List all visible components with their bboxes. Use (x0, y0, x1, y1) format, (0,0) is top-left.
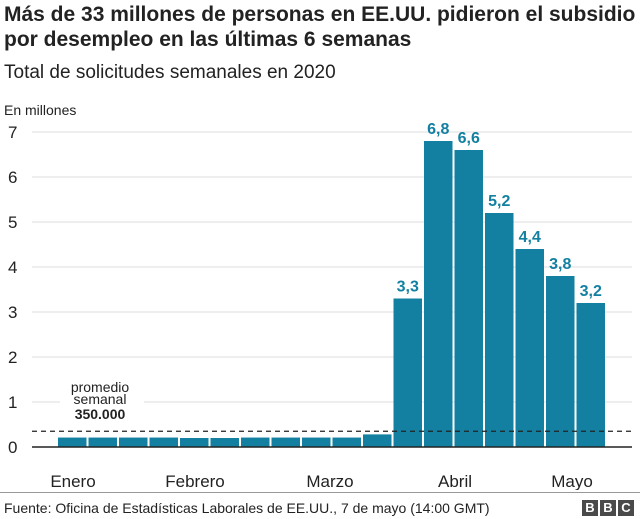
y-tick-label: 4 (8, 258, 17, 277)
reference-value: 350.000 (75, 406, 126, 422)
x-month-label: Marzo (306, 472, 353, 490)
bar (576, 303, 605, 447)
x-month-label: Febrero (165, 472, 225, 490)
bar (515, 249, 544, 447)
data-label: 3,2 (580, 283, 602, 300)
bar (210, 438, 239, 447)
y-tick-label: 1 (8, 393, 17, 412)
bar (393, 298, 422, 447)
y-tick-label: 0 (8, 438, 17, 457)
bar (180, 438, 209, 447)
x-month-label: Mayo (551, 472, 593, 490)
y-tick-label: 7 (8, 123, 17, 142)
chart-subtitle: Total de solicitudes semanales en 2020 (4, 62, 336, 83)
footer-divider (0, 492, 640, 493)
y-tick-label: 6 (8, 168, 17, 187)
chart-title: Más de 33 millones de personas en EE.UU.… (4, 3, 636, 51)
reference-label: promedio (71, 379, 130, 395)
bar (363, 434, 392, 447)
bar (241, 437, 270, 447)
bar (119, 437, 148, 447)
data-label: 5,2 (488, 193, 510, 210)
y-tick-label: 3 (8, 303, 17, 322)
bar (58, 437, 87, 447)
y-tick-label: 5 (8, 213, 17, 232)
data-label: 4,4 (519, 229, 541, 246)
reference-label-bg (60, 378, 144, 422)
bar (149, 437, 178, 447)
bar (485, 213, 514, 447)
bar-chart: En millones 0 1 2 3 4 5 6 7 3,3 6,8 6,6 5,2 4,4 3,8 3,2… (4, 102, 632, 490)
data-label: 3,3 (397, 279, 419, 296)
y-axis-label: En millones (4, 102, 76, 118)
bar (454, 150, 483, 447)
reference-label: semanal (74, 391, 127, 407)
x-month-label: Enero (50, 472, 95, 490)
bar (332, 437, 361, 447)
data-label: 6,8 (427, 121, 449, 138)
bar (302, 437, 331, 447)
bar (88, 437, 117, 447)
bar (546, 276, 575, 447)
y-tick-label: 2 (8, 348, 17, 367)
x-month-label: Abril (438, 472, 472, 490)
bar (271, 437, 300, 447)
bar (424, 141, 453, 447)
data-label: 3,8 (549, 256, 571, 273)
data-label: 6,6 (458, 130, 480, 147)
source-note: Fuente: Oficina de Estadísticas Laborale… (4, 500, 490, 516)
